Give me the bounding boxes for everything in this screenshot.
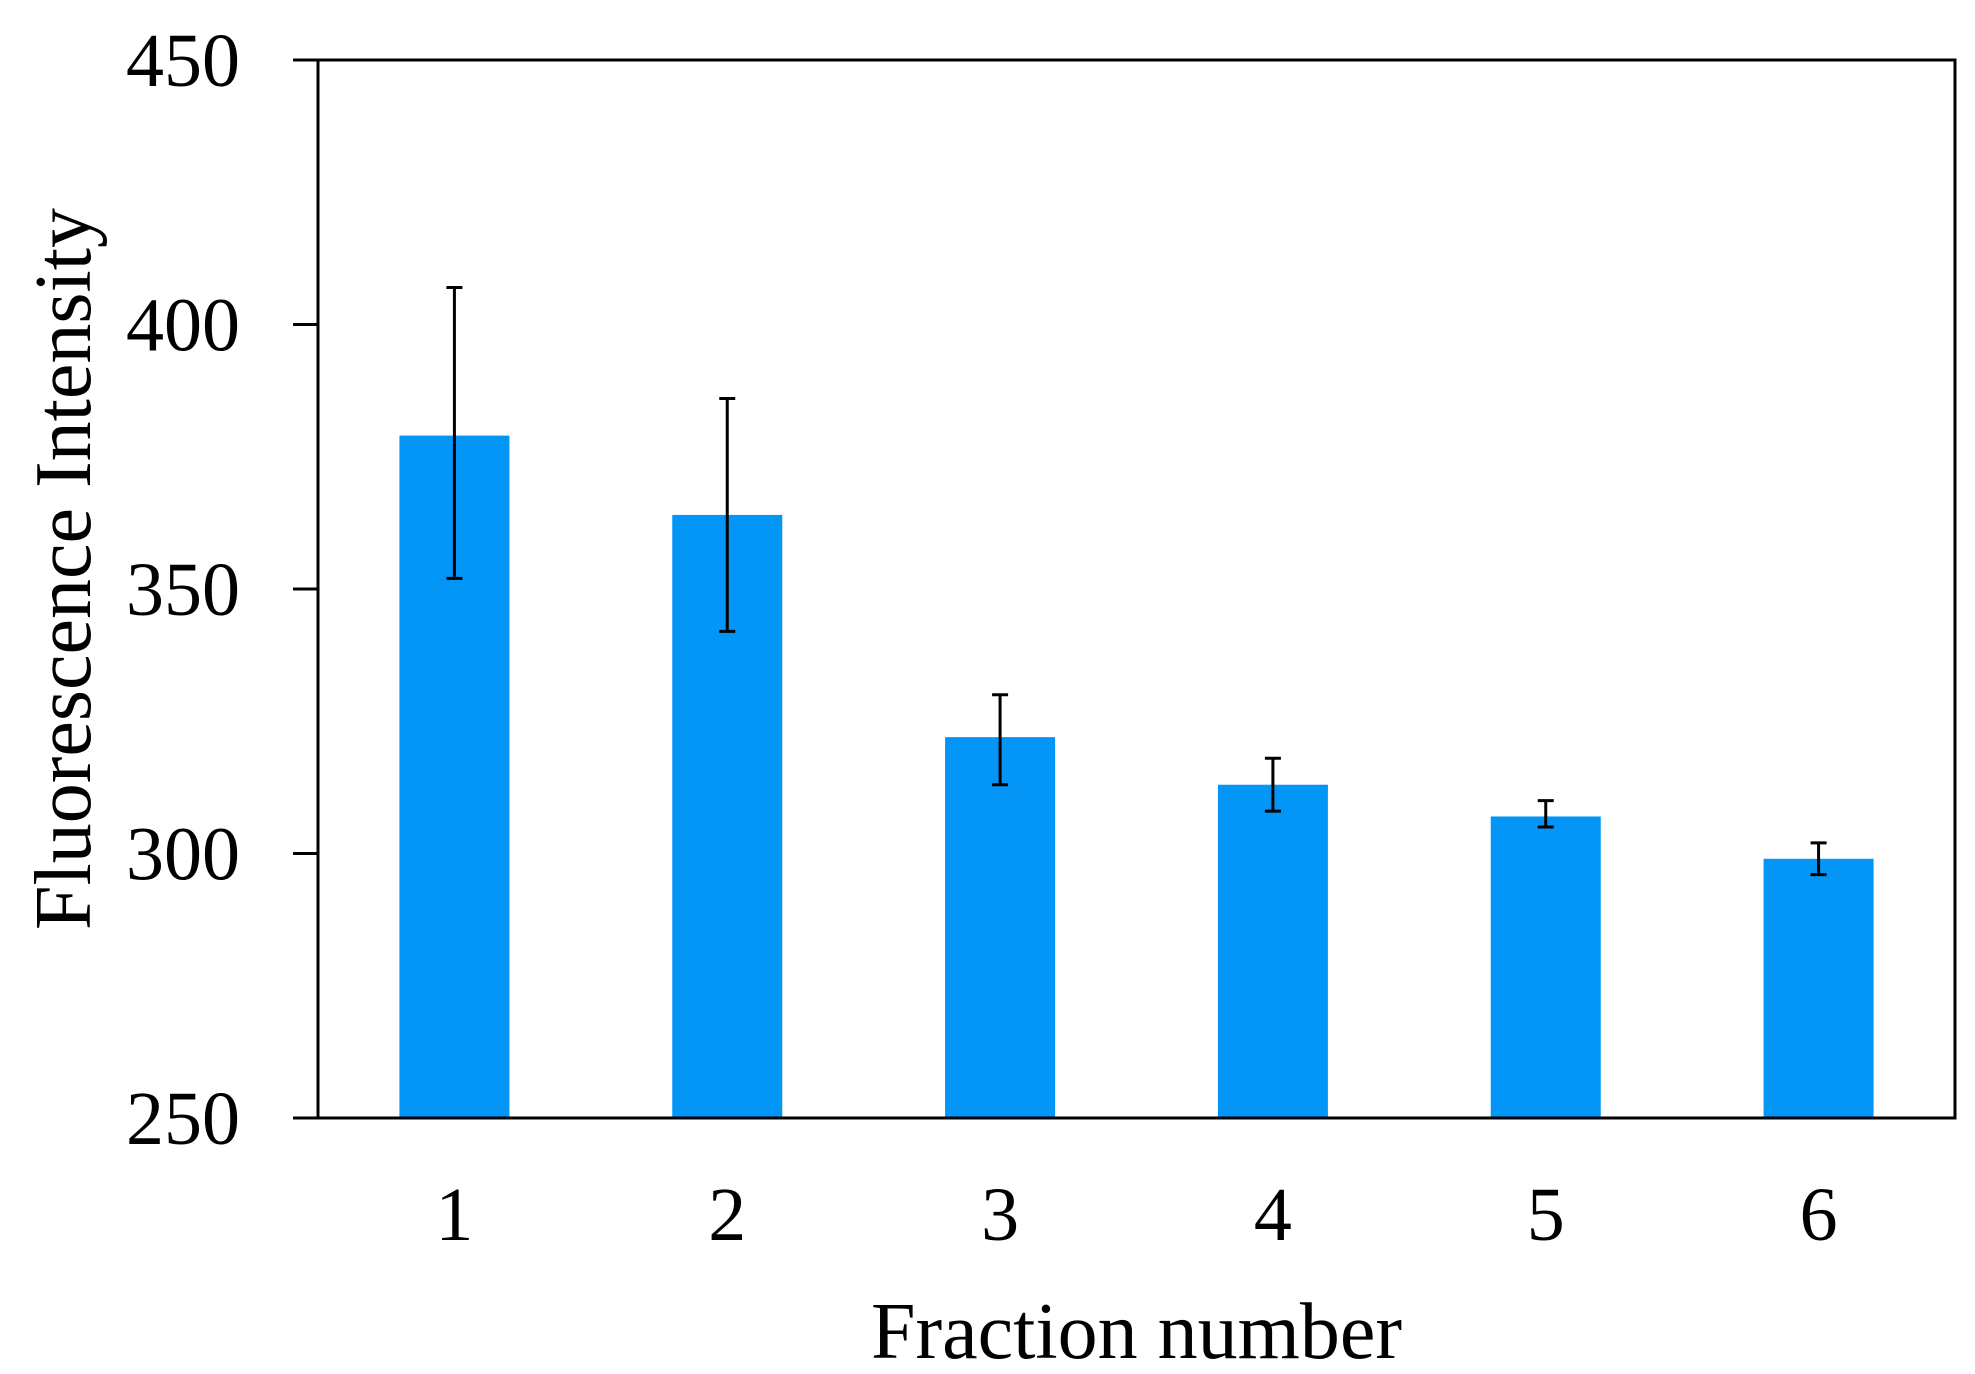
y-tick-label: 450 (126, 19, 240, 103)
error-bar-3 (992, 693, 1009, 787)
x-axis-ticks: 1 2 3 4 5 6 (435, 1173, 1837, 1257)
error-bar-2 (719, 397, 736, 633)
error-bar-5 (1537, 799, 1554, 829)
y-tick-label: 300 (126, 813, 240, 897)
x-tick-label: 2 (708, 1173, 746, 1257)
y-tick-label: 400 (126, 284, 240, 368)
x-tick-label: 3 (981, 1173, 1019, 1257)
y-tick-label: 350 (126, 548, 240, 632)
plot-area-border (316, 58, 1957, 1120)
bars (399, 435, 1874, 1119)
error-bar-1 (446, 285, 463, 580)
bar-6 (1763, 858, 1874, 1118)
x-tick-label: 1 (435, 1173, 473, 1257)
x-axis-title: Fraction number (871, 1288, 1402, 1374)
x-tick-label: 5 (1527, 1173, 1565, 1257)
error-bar-6 (1810, 841, 1827, 877)
error-bars (446, 285, 1827, 877)
x-tick-label: 4 (1254, 1173, 1292, 1257)
bar-5 (1490, 816, 1601, 1118)
bar-4 (1217, 784, 1328, 1118)
y-axis-ticks: 250 300 350 400 450 (126, 19, 318, 1161)
y-tick-label: 250 (126, 1077, 240, 1161)
x-tick-label: 6 (1800, 1173, 1838, 1257)
error-bar-4 (1264, 756, 1281, 813)
y-axis-title: Fluorescence Intensity (20, 208, 108, 930)
bar-3 (945, 737, 1056, 1118)
